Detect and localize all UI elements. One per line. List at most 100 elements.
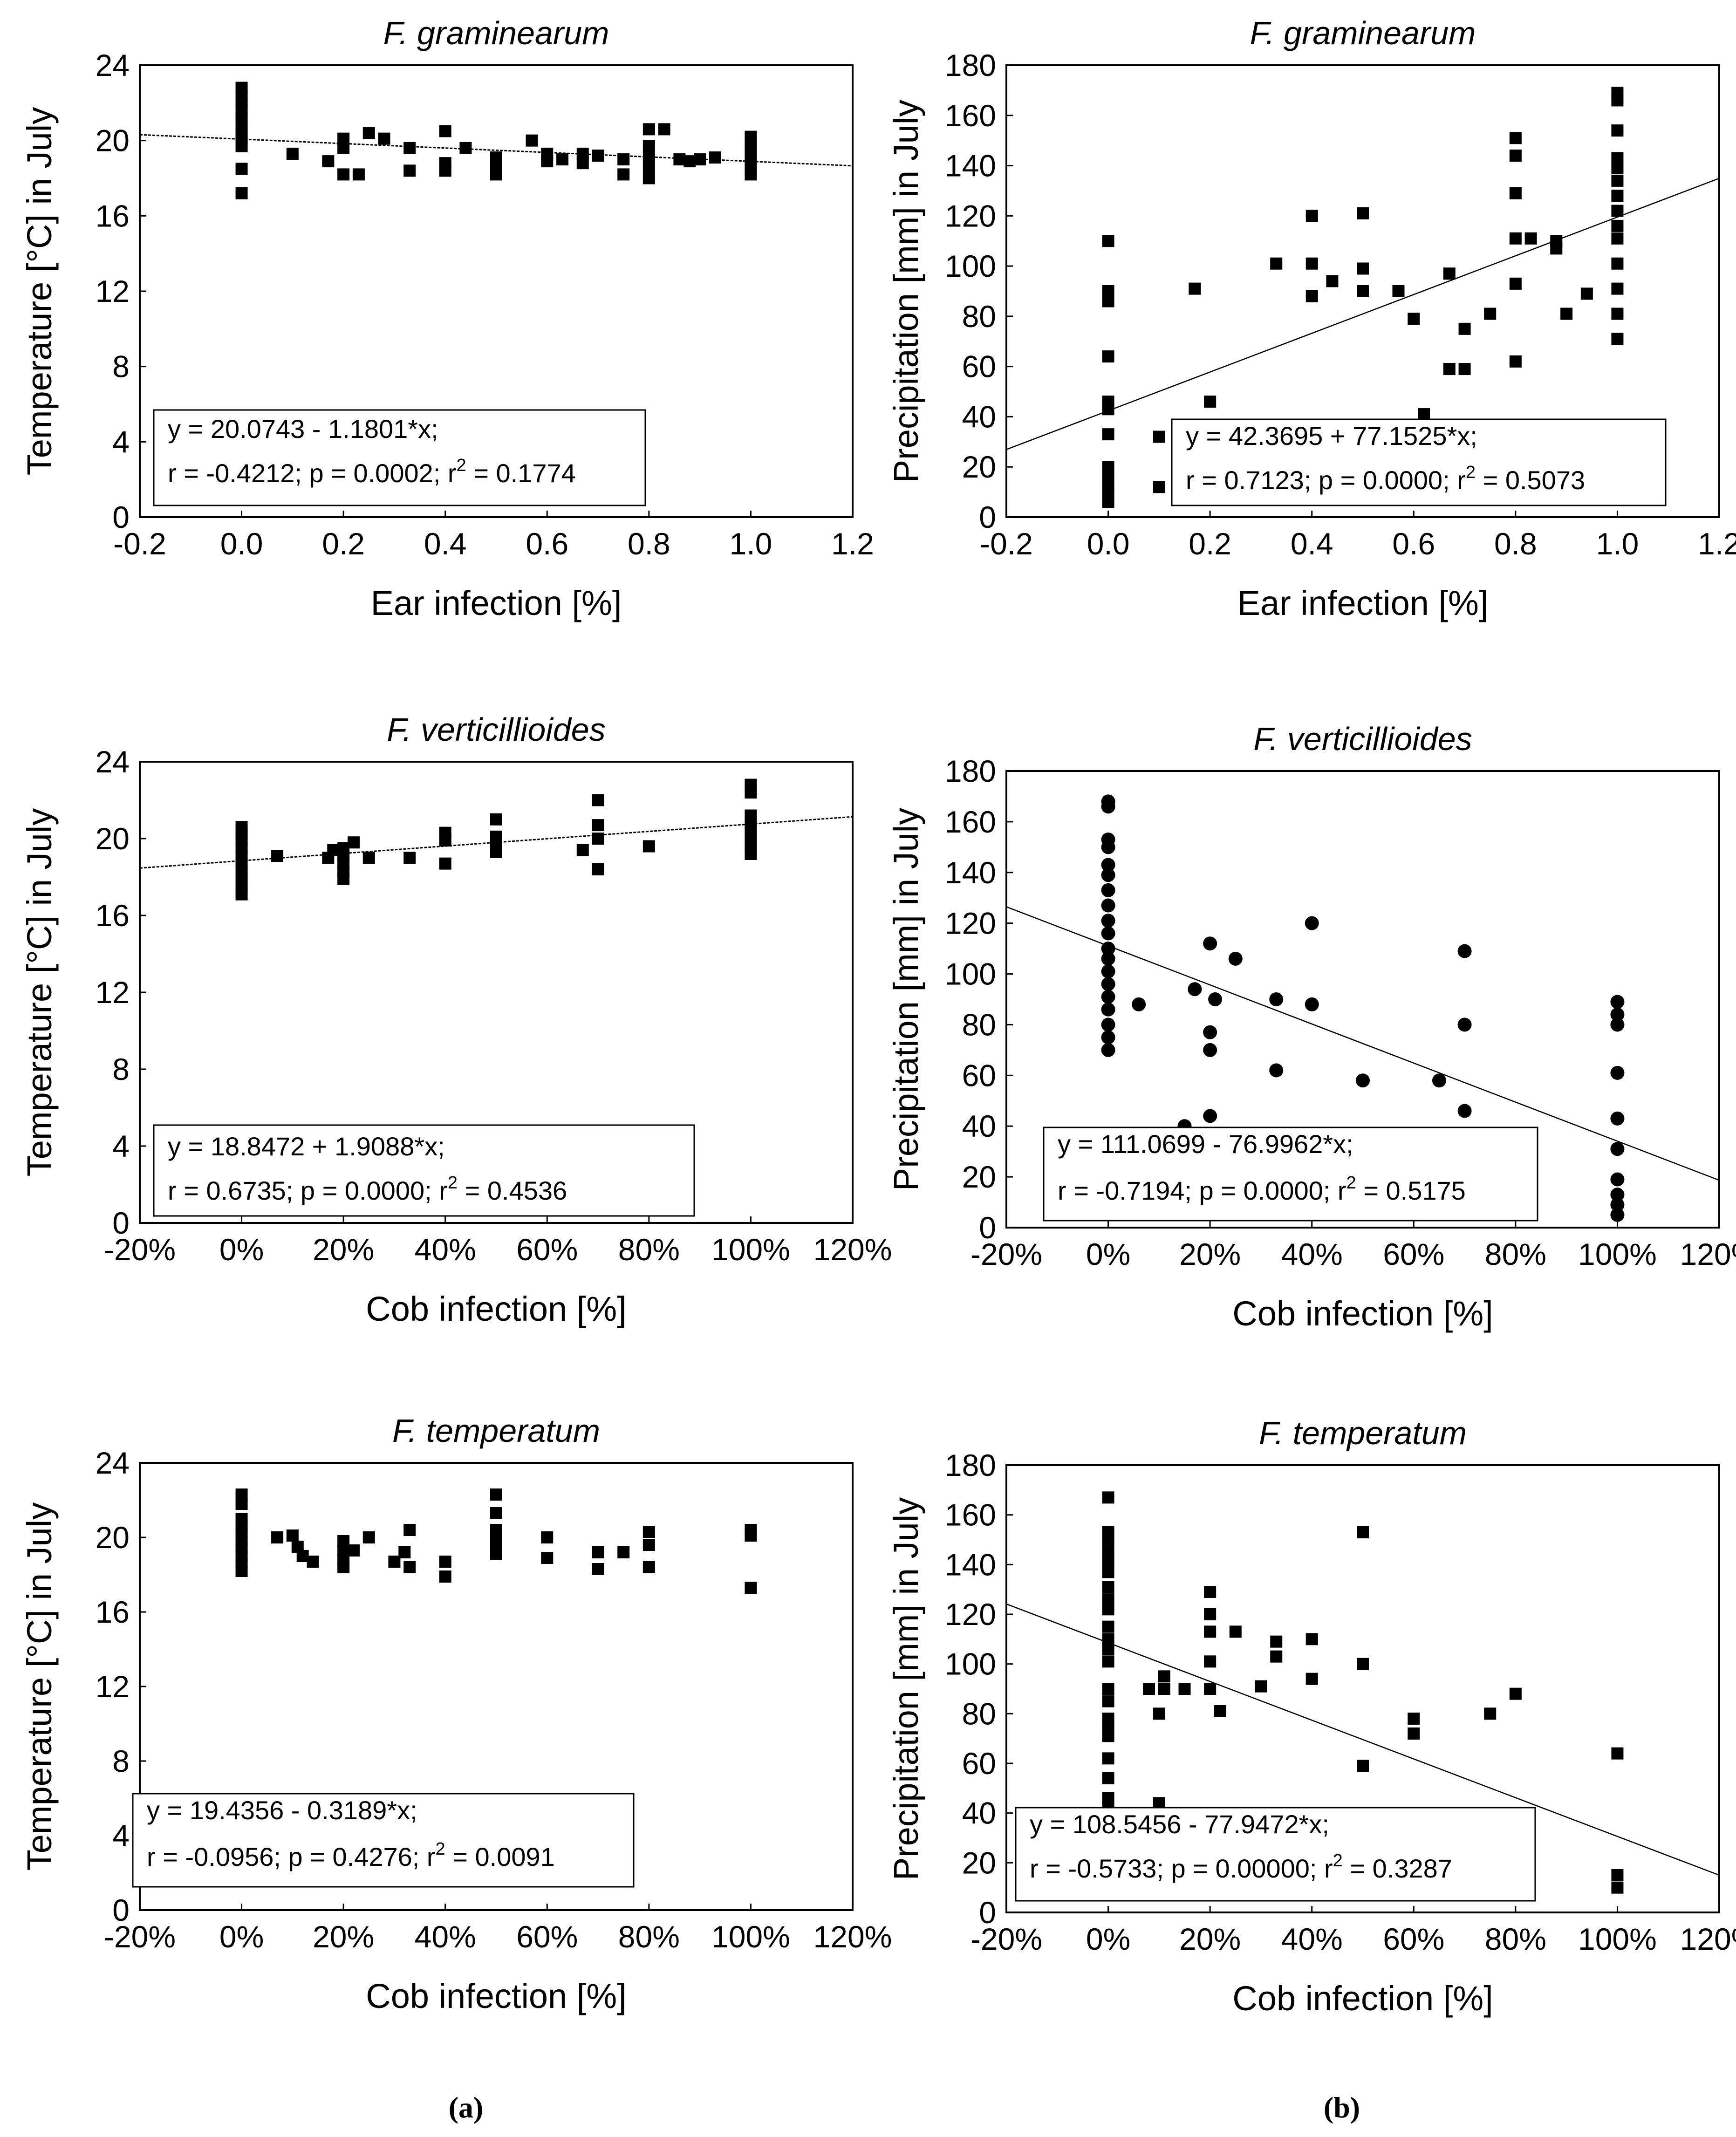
data-point [1326,275,1339,287]
data-point [1611,257,1624,270]
data-point [1101,858,1115,872]
y-tick-label: 24 [96,1446,130,1480]
data-point [642,161,655,173]
x-tick-label: 120% [813,1232,892,1267]
data-point [337,1535,350,1547]
x-tick-label: 0.6 [526,526,568,561]
data-point [362,1531,375,1543]
data-point [1610,1142,1625,1156]
regression-line [1006,906,1719,1181]
data-point [541,1531,554,1543]
y-tick-label: 0 [112,500,130,534]
data-point [1255,1680,1267,1693]
y-tick-label: 140 [945,149,996,183]
y-tick-label: 8 [112,349,130,384]
y-tick-label: 20 [96,123,130,158]
data-point [617,1546,630,1558]
data-point [1102,1792,1114,1804]
equation-stats-r2: = 0.3287 [1343,1854,1452,1883]
x-tick-label: 0% [219,1919,264,1954]
data-point [1158,1683,1170,1695]
y-tick-label: 12 [96,975,130,1010]
x-tick-label: 40% [1281,1237,1343,1271]
data-point [1102,1633,1114,1645]
y-axis-label: Temperature [°C] in July [20,107,59,475]
data-point [1102,428,1114,441]
data-point [642,1526,655,1538]
data-point [1102,285,1114,297]
data-point [1204,1625,1217,1638]
x-tick-label: -20% [104,1232,176,1267]
data-point [1102,1695,1114,1707]
data-point [271,1531,284,1543]
data-point [745,130,757,143]
data-point [592,1546,604,1558]
data-point [592,863,604,875]
x-tick-label: 0.0 [220,526,263,561]
x-tick-label: 1.2 [831,526,874,561]
data-point [322,155,335,168]
data-point [642,123,655,136]
x-tick-label: 40% [415,1232,476,1267]
equation-box [1043,1127,1538,1222]
data-point [362,852,375,864]
data-point [1392,285,1405,297]
data-point [1610,1111,1625,1126]
data-point [1305,257,1318,270]
chart-gram-temp: F. graminearum 0 4 8 12 16 20 24 -0.2 0.0 0.2 0.4 0.… [20,15,874,622]
data-point [576,844,589,856]
data-point [1270,1650,1283,1663]
data-points [1102,87,1624,508]
regression-line [140,134,853,167]
y-tick-label: 80 [962,299,996,334]
data-point [1102,1581,1114,1593]
equation-stats-main: r = -0.7194; p = 0.0000; r [1058,1176,1346,1205]
data-point [1458,322,1471,335]
data-point [327,844,340,856]
y-tick-label: 120 [945,1597,996,1632]
data-point [1101,1002,1115,1017]
x-tick-label: 20% [1179,1237,1241,1271]
data-point [1524,232,1537,245]
equation-box [153,1124,695,1217]
x-tick-label: 80% [1485,1237,1546,1271]
data-point [1101,1030,1115,1045]
x-tick-label: 40% [1281,1922,1343,1956]
data-point [1101,951,1115,966]
chart-temp-prec: F. temperatum 0 20 40 60 80 100 120 140 160 180 -20… [887,1415,1736,2018]
data-point [592,819,604,832]
data-point [235,821,248,833]
data-points [235,1488,757,1594]
y-tick-label: 40 [962,399,996,434]
x-tick-label: 60% [516,1919,578,1954]
equation-fit: y = 20.0743 - 1.1801*x; [168,414,438,444]
y-tick-label: 40 [962,1109,996,1143]
x-axis-label: Cob infection [%] [366,1290,626,1328]
x-tick-label: 0.2 [322,526,365,561]
data-point [348,1544,360,1557]
x-tick-label: -20% [971,1237,1042,1271]
data-point [1101,914,1115,928]
x-tick-label: 1.0 [730,526,772,561]
data-point [1357,1760,1369,1772]
data-point [1203,1025,1217,1039]
equation-stats: r = 0.7123; p = 0.0000; r2 = 0.5073 [1186,463,1585,495]
data-point [439,157,451,170]
equation-stats: r = -0.5733; p = 0.00000; r2 = 0.3287 [1030,1851,1452,1883]
data-point [1611,282,1624,295]
chart-vert-temp: F. verticillioides 0 4 8 12 16 20 24 -20% 0% 20% 40… [20,711,892,1328]
data-point [1101,964,1115,979]
y-tick-label: 4 [112,1129,130,1163]
data-point [709,151,721,164]
equation-fit: y = 108.5456 - 77.9472*x; [1030,1809,1329,1839]
chart-temp-temp: F. temperatum 0 4 8 12 16 20 24 -20% 0% 20% 40% 60% 8… [20,1413,892,2015]
data-points [235,82,757,199]
data-point [1305,1633,1318,1645]
data-point [403,164,416,177]
data-points [1101,794,1625,1222]
x-tick-label: 20% [1179,1922,1241,1956]
chart-title: F. graminearum [383,15,609,51]
data-point [658,123,670,136]
